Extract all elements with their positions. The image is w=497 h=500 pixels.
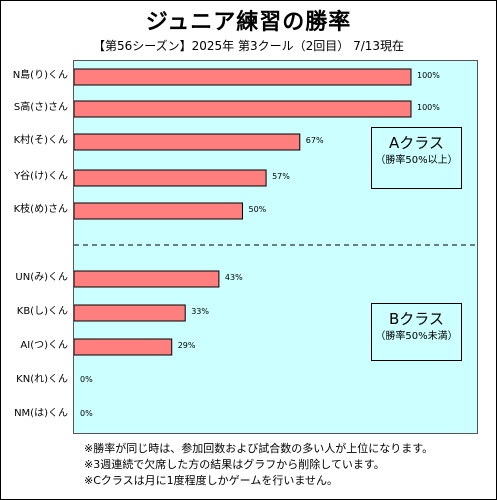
chart-title: ジュニア練習の勝率 [145, 10, 352, 35]
category-label: S高(さ)さん [13, 102, 68, 113]
footnote: ※勝率が同じ時は、参加回数および試合数の多い人が上位になります。 [84, 442, 434, 455]
footnotes: ※勝率が同じ時は、参加回数および試合数の多い人が上位になります。 ※3週連続で欠… [84, 441, 433, 489]
value-label: 33% [191, 307, 209, 316]
bar [74, 338, 173, 356]
category-label: K村(そ)くん [13, 135, 68, 146]
category-label: N島(り)くん [12, 70, 68, 81]
value-label: 0% [80, 375, 93, 384]
class-a-name: Aクラス [389, 134, 444, 152]
value-label: 57% [272, 172, 290, 181]
value-label: 43% [224, 273, 243, 282]
category-label: Y谷(け)くん [14, 171, 68, 182]
plot-area: Aクラス （勝率50%以上） Bクラス （勝率50%未満） [73, 60, 478, 434]
footnote: ※3週連続で欠席した方の結果はグラフから削除しています。 [84, 458, 385, 471]
category-label: UN(み)くん [15, 272, 68, 283]
value-label: 50% [248, 205, 267, 214]
value-label: 29% [177, 341, 196, 350]
class-b-box: Bクラス （勝率50%未満） [371, 303, 462, 361]
bar [74, 68, 412, 86]
bar [74, 304, 186, 322]
footnote: ※Cクラスは月に1度程度しかゲームを行いません。 [84, 474, 339, 487]
value-label: 0% [80, 409, 93, 418]
bar [74, 270, 220, 288]
value-label: 100% [417, 103, 440, 112]
value-label: 67% [305, 136, 324, 145]
category-label: NM(は)くん [14, 408, 68, 419]
class-b-name: Bクラス [389, 310, 444, 328]
value-label: 100% [417, 71, 440, 80]
bar [74, 169, 267, 187]
category-label: KB(し)くん [16, 306, 68, 317]
category-label: K枝(め)さん [13, 204, 68, 215]
chart-subtitle: 【第56シーズン】2025年 第3クール（2回目） 7/13現在 [92, 39, 405, 53]
category-label: KN(れ)くん [16, 374, 68, 385]
class-b-condition: （勝率50%未満） [375, 331, 458, 342]
bar [74, 133, 301, 151]
bar [74, 100, 412, 118]
bar [74, 202, 243, 220]
class-a-box: Aクラス （勝率50%以上） [371, 127, 462, 189]
category-label: AI(つ)くん [20, 340, 68, 351]
bars-svg [74, 68, 477, 356]
class-a-condition: （勝率50%以上） [375, 155, 458, 166]
